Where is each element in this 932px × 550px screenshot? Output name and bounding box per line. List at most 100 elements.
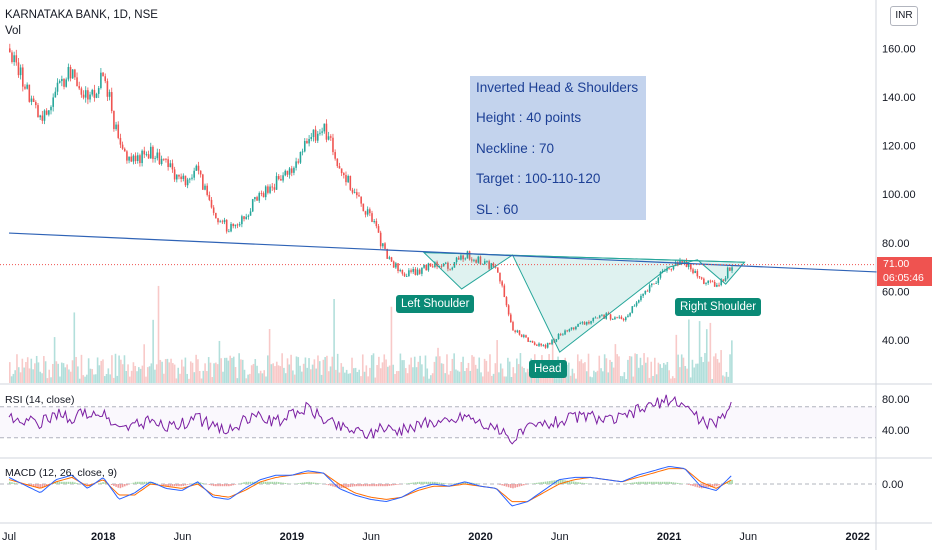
volume-bar [145,376,147,383]
macd-hist-bar [518,484,521,487]
macd-hist-bar [525,484,527,485]
macd-hist-bar [423,481,425,484]
candle [692,269,694,274]
volume-bar [713,356,715,383]
candle [588,321,590,324]
candle [238,224,241,226]
candle [555,339,558,342]
candle [611,319,614,320]
head-label[interactable]: Head [529,360,567,378]
macd-hist-bar [178,484,180,487]
volume-bar [123,355,126,383]
candle [314,129,317,141]
volume-bar [186,373,188,383]
macd-hist-bar [149,481,152,484]
price-candles [9,43,733,349]
candle [640,295,642,301]
macd-hist-bar [238,483,241,484]
volume-bar [401,360,403,383]
right-shoulder-label[interactable]: Right Shoulder [675,298,762,316]
time-tick-label: Jul [2,531,16,543]
volume-bar [422,376,425,383]
macd-hist-bar [390,484,393,486]
volume-bar [587,353,590,383]
volume-bar [172,363,174,383]
candle [169,163,172,168]
macd-hist-bar [56,481,59,484]
macd-hist-bar [637,481,640,484]
candle [230,223,232,232]
macd-hist-bar [659,481,662,484]
volume-bar [370,355,373,383]
left-shoulder-label[interactable]: Left Shoulder [396,295,475,313]
candle [117,124,120,138]
macd-hist-bar [726,481,729,484]
macd-hist-bar [544,481,547,484]
volume-bar [43,356,45,383]
macd-hist-bar [306,482,308,484]
candle [364,211,367,215]
candle [540,343,542,346]
candle [405,276,408,277]
macd-hist-bar [171,484,174,487]
volume-bar [281,353,283,383]
macd-hist-bar [195,482,198,484]
currency-button[interactable]: INR [890,6,918,26]
candle [577,323,579,327]
volume-bar [446,354,448,383]
candle [167,159,169,168]
macd-hist-bar [314,482,317,484]
candle [208,194,211,200]
macd-hist-bar [319,483,321,484]
macd-hist-bar [672,482,675,484]
candle [58,81,61,83]
candle [366,209,369,215]
macd-hist-bar [310,482,313,484]
volume-bar [331,356,334,383]
annotation-box[interactable]: Inverted Head & Shoulders Height : 40 po… [470,76,646,220]
candle [39,115,41,118]
candle [308,138,310,144]
volume-bar [184,357,187,383]
volume-bar [684,366,687,383]
candle [421,267,423,274]
annotation-neckline: Neckline : 70 [476,141,555,156]
volume-bar [406,373,409,383]
candle [585,321,588,325]
volume-bar [103,376,106,383]
candle [297,161,300,163]
volume-bar [455,369,457,383]
candle [184,175,187,186]
volume-bar [720,350,722,383]
volume-bar [510,376,513,383]
volume-bar [686,368,688,383]
volume-bar [571,368,574,383]
candle [100,72,102,89]
macd-hist-bar [63,481,65,484]
candle [479,256,482,265]
volume-bar [198,371,201,383]
candle [87,90,89,100]
candle [267,186,269,193]
candle [403,273,406,277]
volume-bar [671,376,674,383]
volume-bar [207,357,210,383]
volume-bar [394,374,396,383]
volume-bar [365,365,368,383]
macd-hist-bar [384,484,386,487]
macd-hist-bar [410,482,412,484]
volume-bar [399,353,402,383]
macd-hist-bar [349,484,352,487]
candle [13,55,15,63]
rsi-tick-label: 40.00 [882,425,910,437]
volume-bar [575,378,577,383]
volume-bar [148,366,151,383]
candle [653,283,655,285]
volume-bar [627,359,629,383]
volume-bar [584,362,586,383]
macd-hist-bar [69,481,72,484]
annotation-pattern: Inverted Head & Shoulders [476,80,639,95]
candle [512,322,514,331]
candle [462,255,464,260]
